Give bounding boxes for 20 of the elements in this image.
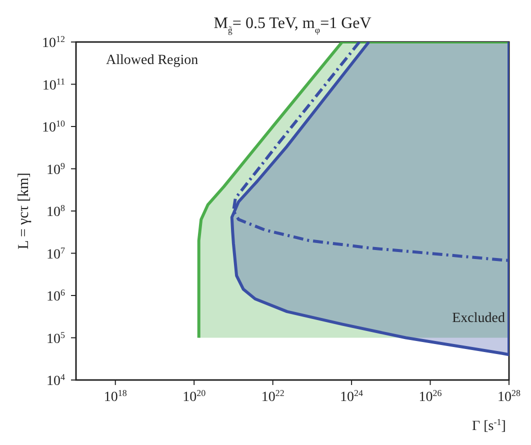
y-tick-label: 10$^{9}$ xyxy=(46,160,66,178)
x-tick-label: 10$^{20}$ xyxy=(182,388,206,405)
x-tick-label: 10$^{24}$ xyxy=(340,388,364,405)
y-tick-label: 10$^{10}$ xyxy=(42,118,66,136)
y-tick-label: 10$^{6}$ xyxy=(46,288,66,304)
x-tick-label: 10$^{22}$ xyxy=(261,388,284,405)
y-tick-label: 10$^{7}$ xyxy=(46,245,66,262)
x-tick-label: 10$^{28}$ xyxy=(498,388,521,405)
x-axis-title: Γ [s$^{-1}$] xyxy=(472,417,506,434)
x-tick-label: 10$^{26}$ xyxy=(418,388,442,405)
y-tick-label: 10$^{5}$ xyxy=(46,330,66,347)
x-tick-label: 10$^{18}$ xyxy=(104,388,128,405)
y-tick-label: 10$^{4}$ xyxy=(46,372,66,389)
chart-title: M$_{g̃}$= 0.5 TeV, m$_{φ}$=1 GeV xyxy=(214,15,372,35)
y-axis-title: L = γcτ [km] xyxy=(16,172,32,250)
annotation: Allowed Region xyxy=(106,53,198,68)
y-tick-label: 10$^{11}$ xyxy=(42,76,65,94)
annotation: Excluded xyxy=(452,311,505,326)
y-tick-label: 10$^{8}$ xyxy=(46,203,66,220)
y-tick-label: 10$^{12}$ xyxy=(42,34,65,51)
